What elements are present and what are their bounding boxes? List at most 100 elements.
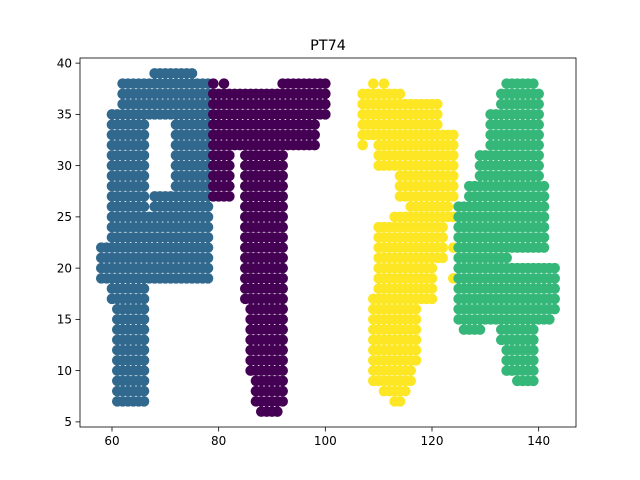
scatter-point <box>533 109 544 120</box>
scatter-point <box>138 139 150 151</box>
scatter-point <box>448 129 459 141</box>
scatter-point <box>320 98 331 110</box>
scatter-point <box>277 375 288 387</box>
scatter-point <box>277 293 288 305</box>
scatter-point <box>272 406 283 417</box>
scatter-point <box>309 129 320 141</box>
scatter-point <box>528 344 539 356</box>
scatter-point <box>501 252 512 264</box>
scatter-point <box>400 211 411 223</box>
scatter-point <box>410 355 422 366</box>
scatter-point <box>432 109 443 120</box>
scatter-point <box>277 242 288 253</box>
scatter-point <box>186 68 198 79</box>
scatter-point <box>138 344 150 356</box>
scatter-point <box>277 385 288 397</box>
scatter-point <box>224 180 235 192</box>
x-tick-label: 100 <box>314 434 337 448</box>
x-tick-label: 60 <box>104 434 119 448</box>
scatter-point <box>277 221 288 233</box>
scatter-point <box>528 355 539 366</box>
scatter-point <box>549 303 560 315</box>
scatter-point <box>549 283 560 294</box>
y-tick-label: 10 <box>57 364 72 378</box>
scatter-point <box>202 262 214 274</box>
scatter-point <box>448 160 459 171</box>
scatter-point <box>410 334 422 346</box>
scatter-point <box>544 314 555 325</box>
scatter-point <box>538 180 550 192</box>
scatter-point <box>357 139 368 151</box>
scatter-point <box>277 324 288 335</box>
scatter-point <box>309 139 320 151</box>
scatter-point <box>410 303 422 315</box>
scatter-point <box>138 180 150 192</box>
scatter-point <box>528 365 539 376</box>
axes-frame <box>79 57 577 428</box>
scatter-point <box>138 396 150 407</box>
scatter-point <box>528 375 539 387</box>
scatter-point <box>138 365 150 376</box>
scatter-point <box>138 314 150 325</box>
scatter-point <box>277 150 288 161</box>
y-tick-label: 25 <box>57 210 72 224</box>
scatter-point <box>426 262 438 274</box>
scatter-point <box>458 201 470 212</box>
scatter-point <box>202 252 214 264</box>
y-tick-label: 40 <box>57 56 72 70</box>
scatter-point <box>549 293 560 305</box>
scatter-point <box>277 355 288 366</box>
scatter-point <box>533 129 544 141</box>
scatter-point <box>538 221 550 233</box>
scatter-point <box>138 170 150 182</box>
scatter-point <box>533 88 544 100</box>
scatter-point <box>277 303 288 315</box>
scatter-point <box>528 78 539 89</box>
scatter-point <box>277 273 288 284</box>
scatter-point <box>138 324 150 335</box>
scatter-point <box>224 170 235 182</box>
scatter-point <box>138 293 150 305</box>
scatter-point <box>138 303 150 315</box>
scatter-point <box>538 232 550 243</box>
scatter-point <box>448 139 459 151</box>
scatter-point <box>368 78 379 89</box>
scatter-point <box>533 170 544 182</box>
scatter-point <box>138 201 150 212</box>
scatter-point <box>277 314 288 325</box>
scatter-point <box>277 283 288 294</box>
scatter-point <box>538 201 550 212</box>
scatter-point <box>469 180 480 192</box>
scatter-point <box>437 242 448 253</box>
scatter-point <box>426 293 438 305</box>
series-1 <box>96 68 214 407</box>
scatter-point <box>448 170 459 182</box>
y-tick-label: 15 <box>57 313 72 327</box>
scatter-point <box>549 262 560 274</box>
scatter-point <box>138 283 150 294</box>
scatter-point <box>394 88 406 100</box>
scatter-point <box>224 160 235 171</box>
scatter-point <box>320 109 331 120</box>
scatter-point <box>448 180 459 192</box>
scatter-point <box>224 191 235 202</box>
scatter-point <box>277 211 288 223</box>
scatter-point <box>320 88 331 100</box>
scatter-point <box>410 314 422 325</box>
scatter-point <box>410 344 422 356</box>
scatter-point <box>432 119 443 130</box>
scatter-point <box>474 324 486 335</box>
ticks-layer: 60 80 100 120 140 5 10 15 20 25 30 35 40 <box>57 56 550 448</box>
scatter-point <box>277 396 288 407</box>
scatter-point <box>538 242 550 253</box>
scatter-point <box>202 201 214 212</box>
scatter-point <box>405 375 416 387</box>
scatter-point <box>538 191 550 202</box>
scatter-point <box>277 262 288 274</box>
scatter-point <box>138 375 150 387</box>
scatter-point <box>437 232 448 243</box>
scatter-point <box>432 98 443 110</box>
scatter-point <box>400 385 411 397</box>
scatter-point <box>426 273 438 284</box>
